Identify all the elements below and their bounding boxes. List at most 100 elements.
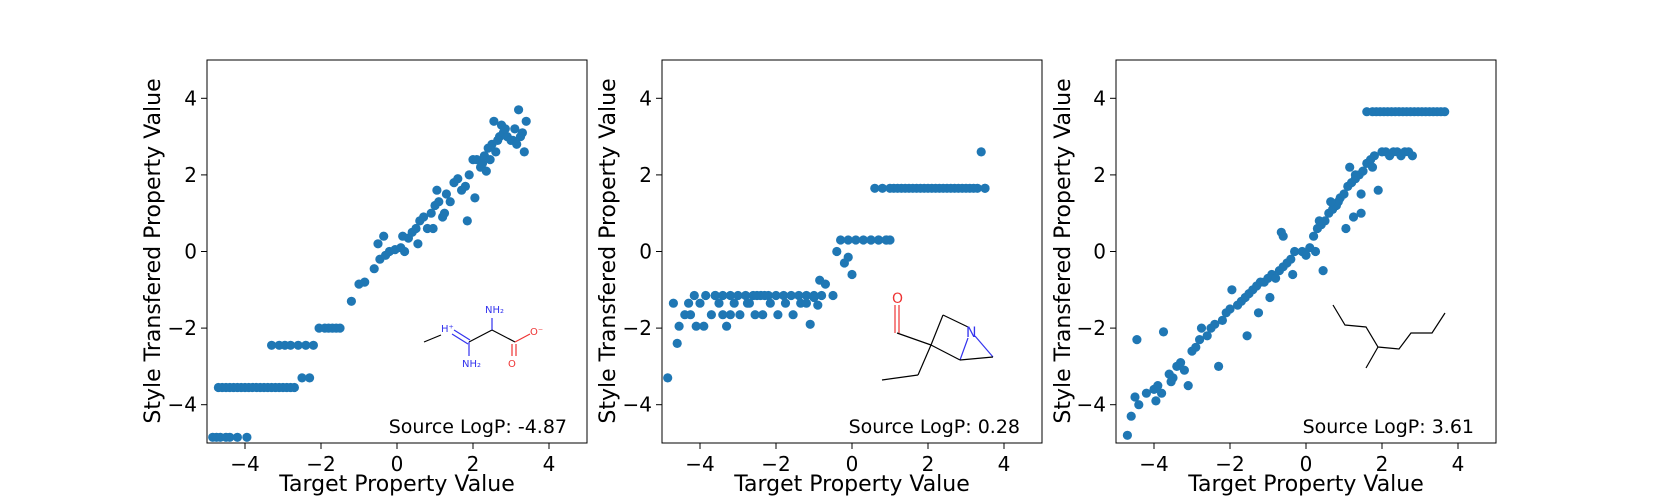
panel-2-molecule-structure [881,305,994,381]
data-point [297,373,307,383]
data-point [1310,246,1321,257]
data-point [1358,166,1368,176]
data-point [1309,231,1319,241]
data-point [1318,266,1328,276]
molecule-bond [930,344,961,361]
data-point [1141,388,1151,398]
y-tick-label: 4 [184,86,197,110]
data-point [439,208,450,218]
molecule-bond [491,329,516,343]
x-tick-label: −2 [1215,452,1244,476]
panel-2-y-axis-label: Style Transfered Property Value [596,78,621,423]
x-tick-label: 0 [1300,452,1313,476]
y-tick-label: 2 [1093,163,1106,187]
data-point [672,338,682,348]
data-point [1367,162,1378,172]
data-point [938,183,948,193]
data-point [1369,151,1379,161]
molecule-bond [917,344,932,376]
data-point [1242,331,1252,341]
panel-2-ticks: −4 −2 0 2 4 −4 −2 0 2 4 [623,86,1011,476]
data-point [685,310,696,320]
molecule-bond [974,335,994,358]
data-point [744,298,755,308]
x-tick-label: −4 [685,452,714,476]
y-tick-label: 2 [639,163,652,187]
data-point [373,239,383,249]
data-point [1225,304,1235,314]
panel-3-ticks: −4 −2 0 2 4 −4 −2 0 2 4 [1077,86,1465,476]
data-point [419,212,429,222]
data-point [771,290,781,301]
data-point [1288,269,1298,280]
data-point [242,432,252,442]
x-tick-label: 2 [922,452,935,476]
data-point [1166,377,1176,387]
data-point [714,298,724,308]
molecule-atom-label: N [966,325,976,341]
data-point [832,246,842,257]
data-point [1210,319,1220,329]
data-point [881,235,891,245]
data-point [923,183,933,193]
x-tick-label: 4 [998,452,1011,476]
data-point [843,235,853,245]
y-tick-label: 0 [639,240,652,264]
data-point [514,105,524,115]
data-point [1196,323,1207,333]
molecule-atom-label: NH₂ [485,305,504,316]
panel-3-molecule-structure [1332,304,1446,369]
data-point [663,373,673,383]
molecule-bond [453,329,471,341]
data-point [741,290,751,301]
x-tick-label: 2 [467,452,480,476]
data-point [485,155,495,165]
x-tick-label: 4 [1452,452,1465,476]
molecule-bond [468,329,493,343]
data-point [801,298,812,308]
data-point [813,300,823,310]
data-point [858,235,869,245]
data-point [470,193,480,203]
molecule-atom-label: O [892,291,903,307]
data-point [477,158,488,168]
data-point [512,139,522,149]
data-point [1227,285,1237,295]
data-point [976,147,986,157]
data-point [801,290,812,301]
data-point [1151,396,1161,406]
data-point [817,290,827,301]
data-point [1132,335,1142,345]
panel-1: −4 −2 0 2 4 −4 −2 0 2 4 Target Property Value Sty… [141,59,588,497]
data-point [289,382,299,393]
data-point [900,183,910,193]
data-point [885,183,895,193]
data-point [453,174,463,184]
data-point [828,290,838,301]
data-point [1350,170,1360,180]
data-point [729,298,739,308]
data-point [1265,292,1275,303]
data-point [695,298,705,308]
data-point [1333,197,1343,207]
data-point [515,132,526,142]
data-point [1157,388,1167,398]
data-point [1134,400,1144,410]
data-point [1345,162,1355,172]
molecule-bond [930,314,944,346]
molecule-bond [959,337,969,361]
molecule-atom-label: O [508,359,516,370]
data-point [908,183,918,193]
x-tick-label: −2 [761,452,790,476]
y-tick-label: 0 [1093,240,1106,264]
data-point [441,189,451,199]
data-point [493,135,503,145]
panel-2-molecule-atom-labels: O N [892,291,976,341]
data-point [1301,250,1311,260]
data-point [521,116,531,126]
data-point [1373,185,1383,195]
data-point [1202,331,1212,341]
data-point [1341,223,1351,234]
data-point [1130,392,1140,402]
